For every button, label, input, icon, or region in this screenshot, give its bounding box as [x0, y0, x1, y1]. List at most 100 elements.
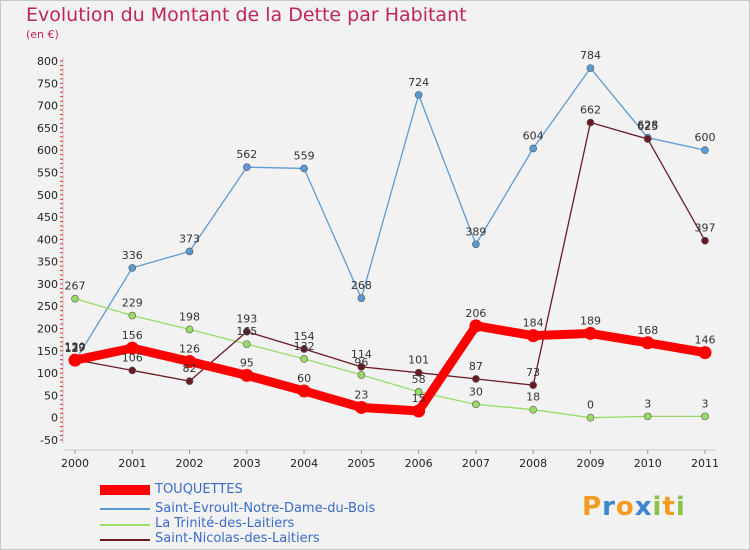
- data-point: [71, 294, 79, 303]
- legend-swatch-saint-nicolas: [100, 539, 150, 541]
- data-point: [357, 371, 366, 379]
- data-label: 127: [65, 342, 86, 355]
- legend-swatch-trinite: [100, 524, 150, 526]
- data-point: [300, 345, 308, 353]
- legend-label-touquettes: TOUQUETTES: [155, 482, 243, 497]
- data-point: [641, 336, 655, 350]
- data-label: 23: [354, 388, 368, 401]
- series-line: [74, 67, 706, 362]
- data-point: [583, 326, 597, 340]
- data-label: 165: [236, 325, 257, 338]
- data-point: [469, 319, 483, 333]
- data-label: 784: [580, 49, 601, 62]
- data-label: 373: [179, 232, 200, 245]
- x-tick-label: 2006: [405, 457, 433, 470]
- data-point: [354, 400, 368, 414]
- data-label: 625: [637, 120, 658, 133]
- data-label: 268: [351, 279, 372, 292]
- logo-letter: i: [675, 492, 686, 522]
- data-point: [529, 381, 537, 389]
- y-tick-label: 50: [44, 389, 58, 402]
- data-point: [586, 118, 595, 127]
- data-point: [529, 405, 537, 414]
- data-label: 154: [294, 330, 315, 343]
- x-tick-label: 2011: [691, 457, 719, 470]
- data-label: 184: [523, 317, 544, 330]
- data-point: [300, 164, 308, 173]
- data-point: [643, 135, 652, 143]
- data-label: 267: [65, 280, 86, 293]
- data-point: [243, 340, 251, 348]
- data-point: [643, 412, 652, 421]
- legend-label-saint-evroult: Saint-Evroult-Notre-Dame-du-Bois: [155, 501, 376, 516]
- data-point: [243, 163, 251, 171]
- data-label: 114: [351, 348, 372, 361]
- data-label: 198: [179, 310, 200, 323]
- data-point: [357, 294, 366, 303]
- y-tick-label: 750: [37, 77, 58, 90]
- x-tick-label: 2004: [290, 457, 318, 470]
- data-label: 724: [408, 76, 429, 89]
- data-label: 604: [523, 129, 544, 142]
- series-line: [74, 298, 706, 419]
- data-label: 662: [580, 104, 601, 117]
- data-label: 30: [469, 385, 483, 398]
- data-label: 229: [122, 297, 143, 310]
- data-label: 132: [294, 340, 315, 353]
- data-point: [472, 240, 480, 249]
- series-line: [70, 321, 710, 416]
- data-label: 559: [294, 149, 315, 162]
- y-tick-label: 800: [37, 55, 58, 68]
- x-tick-label: 2001: [118, 457, 146, 470]
- data-label: 156: [122, 329, 143, 342]
- data-label: 189: [580, 314, 601, 327]
- legend-label-trinite: La Trinité-des-Laitiers: [155, 516, 295, 531]
- data-point: [414, 388, 423, 396]
- data-label: 206: [465, 307, 486, 320]
- data-point: [414, 368, 423, 377]
- data-label: 82: [183, 362, 197, 375]
- data-label: 628: [637, 119, 658, 132]
- y-tick-label: 600: [37, 144, 58, 157]
- legend-swatch-saint-evroult: [100, 508, 150, 510]
- series-line: [74, 121, 706, 386]
- data-point: [472, 375, 480, 383]
- data-point: [240, 368, 254, 382]
- logo-letter: r: [602, 492, 616, 522]
- data-label: 3: [644, 397, 651, 410]
- y-tick-label: 300: [37, 278, 58, 291]
- y-tick-label: 250: [37, 300, 58, 313]
- data-label: 336: [122, 249, 143, 262]
- data-label: 95: [240, 356, 254, 369]
- data-label: 193: [236, 313, 257, 326]
- data-point: [128, 311, 137, 320]
- data-point: [185, 377, 194, 385]
- x-tick-label: 2000: [61, 457, 89, 470]
- y-tick-label: 450: [37, 211, 58, 224]
- data-label: 130: [65, 341, 86, 354]
- y-tick-label: 100: [37, 367, 58, 380]
- data-label: 106: [122, 351, 143, 364]
- data-point: [472, 400, 480, 409]
- data-label: 60: [297, 372, 311, 385]
- y-tick-label: -50: [40, 434, 58, 447]
- data-label: 73: [526, 366, 540, 379]
- y-tick-label: 200: [37, 323, 58, 336]
- data-point: [297, 384, 311, 398]
- data-point: [128, 366, 137, 375]
- x-tick-label: 2007: [462, 457, 490, 470]
- data-point: [412, 404, 426, 418]
- data-label: 397: [695, 222, 716, 235]
- y-tick-label: 500: [37, 189, 58, 202]
- data-label: 562: [236, 148, 257, 161]
- data-label: 58: [412, 373, 426, 386]
- logo-letter: P: [582, 492, 603, 522]
- data-label: 18: [526, 391, 540, 404]
- data-label: 126: [179, 343, 200, 356]
- proxiti-logo: Proxiti: [582, 492, 686, 522]
- data-point: [701, 412, 709, 421]
- data-point: [701, 236, 709, 245]
- x-tick-label: 2010: [634, 457, 662, 470]
